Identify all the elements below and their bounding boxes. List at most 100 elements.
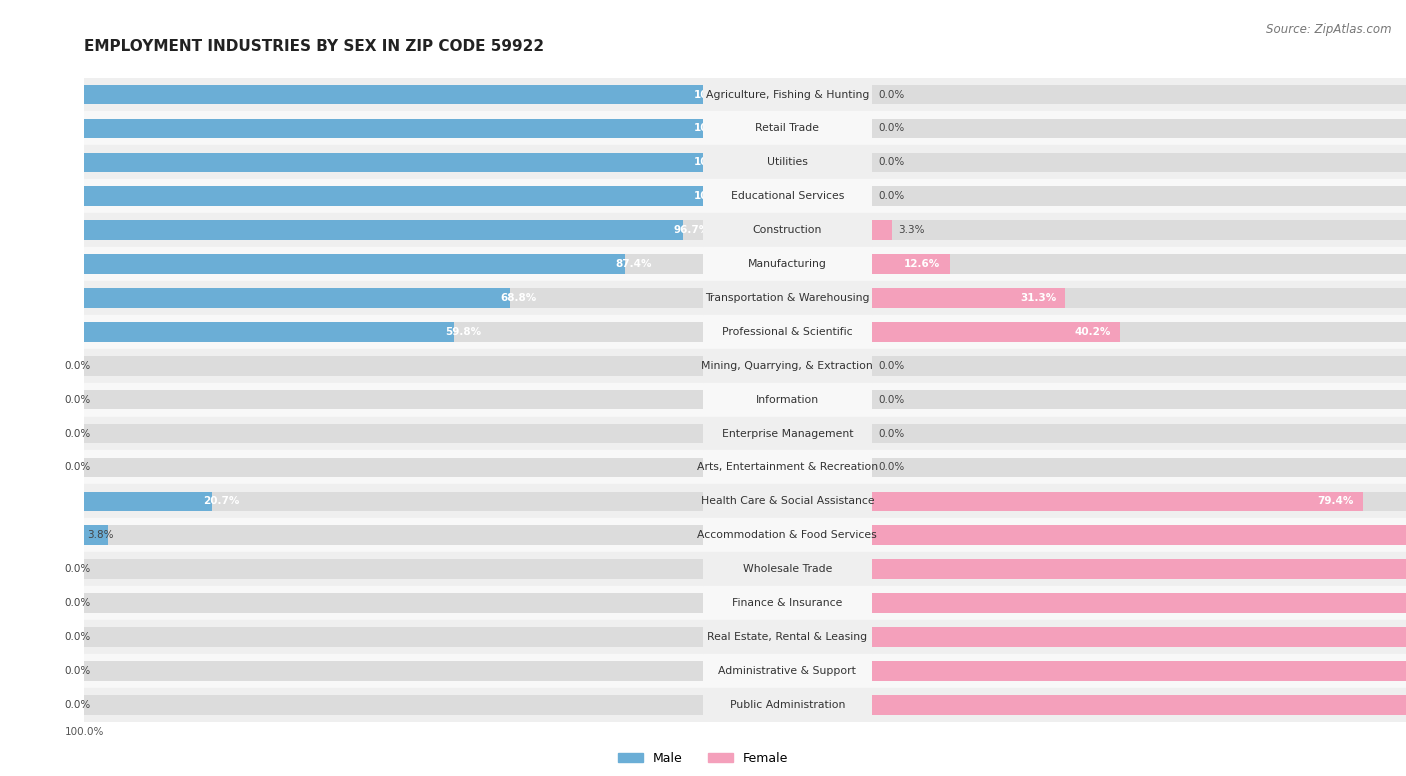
Text: 100.0%: 100.0% (693, 89, 737, 99)
Text: Manufacturing: Manufacturing (748, 259, 827, 269)
Bar (872, 288, 1406, 308)
Bar (84, 186, 703, 206)
Bar (872, 119, 1406, 138)
Text: 100.0%: 100.0% (693, 123, 737, 133)
Bar (872, 525, 1406, 545)
Bar (872, 85, 1406, 105)
Bar (84, 179, 703, 213)
Text: 3.8%: 3.8% (87, 530, 114, 540)
Bar (703, 553, 872, 586)
Bar (84, 247, 703, 281)
Text: Utilities: Utilities (766, 158, 808, 168)
Text: 0.0%: 0.0% (65, 428, 90, 438)
Bar (84, 525, 703, 545)
Bar (703, 417, 872, 451)
Bar (84, 390, 703, 410)
Text: 0.0%: 0.0% (877, 428, 904, 438)
Bar (703, 78, 872, 112)
Bar (703, 518, 872, 553)
Bar (872, 213, 1406, 247)
Text: 0.0%: 0.0% (877, 191, 904, 201)
Bar (84, 627, 703, 646)
Bar (872, 586, 1406, 620)
Bar (872, 153, 1406, 172)
Bar (872, 356, 1406, 376)
Bar (84, 85, 703, 105)
Bar (872, 518, 1406, 553)
Text: 59.8%: 59.8% (446, 327, 481, 337)
Bar (703, 654, 872, 688)
Bar (872, 186, 1406, 206)
Bar (84, 119, 703, 138)
Bar (84, 491, 212, 511)
Bar (703, 688, 872, 722)
Bar (872, 695, 1406, 715)
Bar (872, 417, 1406, 451)
Bar (872, 322, 1406, 341)
Bar (872, 179, 1406, 213)
Text: 0.0%: 0.0% (65, 666, 90, 676)
Bar (872, 220, 1406, 240)
Bar (84, 78, 703, 112)
Bar (703, 383, 872, 417)
Text: Mining, Quarrying, & Extraction: Mining, Quarrying, & Extraction (702, 361, 873, 371)
Bar (84, 220, 703, 240)
Bar (84, 458, 703, 477)
Text: 31.3%: 31.3% (1019, 293, 1056, 303)
Bar (84, 255, 703, 274)
Bar (872, 491, 1362, 511)
Bar (84, 559, 703, 579)
Text: Accommodation & Food Services: Accommodation & Food Services (697, 530, 877, 540)
Text: 0.0%: 0.0% (65, 598, 90, 608)
Text: Professional & Scientific: Professional & Scientific (723, 327, 852, 337)
Text: 79.4%: 79.4% (1317, 497, 1354, 506)
Text: Arts, Entertainment & Recreation: Arts, Entertainment & Recreation (697, 462, 877, 473)
Text: 12.6%: 12.6% (904, 259, 941, 269)
Bar (84, 119, 703, 138)
Bar (872, 288, 1066, 308)
Bar (84, 424, 703, 443)
Bar (84, 518, 703, 553)
Text: Health Care & Social Assistance: Health Care & Social Assistance (700, 497, 875, 506)
Bar (84, 281, 703, 315)
Bar (703, 213, 872, 247)
Bar (84, 348, 703, 383)
Bar (872, 315, 1406, 348)
Bar (872, 654, 1406, 688)
Text: 0.0%: 0.0% (877, 123, 904, 133)
Bar (872, 593, 1406, 613)
Text: 0.0%: 0.0% (65, 395, 90, 404)
Bar (872, 247, 1406, 281)
Bar (872, 145, 1406, 179)
Bar (872, 451, 1406, 484)
Bar (872, 491, 1406, 511)
Bar (84, 484, 703, 518)
Bar (872, 627, 1406, 646)
Bar (84, 553, 703, 586)
Bar (703, 112, 872, 145)
Text: Agriculture, Fishing & Hunting: Agriculture, Fishing & Hunting (706, 89, 869, 99)
Bar (703, 247, 872, 281)
Bar (84, 288, 703, 308)
Bar (872, 390, 1406, 410)
Bar (703, 451, 872, 484)
Text: 87.4%: 87.4% (616, 259, 652, 269)
Text: 40.2%: 40.2% (1074, 327, 1111, 337)
Bar (703, 281, 872, 315)
Bar (84, 153, 703, 172)
Bar (84, 356, 703, 376)
Bar (84, 153, 703, 172)
Bar (703, 315, 872, 348)
Bar (84, 213, 703, 247)
Bar (84, 85, 703, 105)
Bar (84, 451, 703, 484)
Text: 0.0%: 0.0% (877, 361, 904, 371)
Text: Educational Services: Educational Services (731, 191, 844, 201)
Text: 0.0%: 0.0% (877, 395, 904, 404)
Text: 0.0%: 0.0% (877, 462, 904, 473)
Text: Finance & Insurance: Finance & Insurance (733, 598, 842, 608)
Bar (84, 145, 703, 179)
Bar (703, 484, 872, 518)
Text: 20.7%: 20.7% (202, 497, 239, 506)
Bar (84, 383, 703, 417)
